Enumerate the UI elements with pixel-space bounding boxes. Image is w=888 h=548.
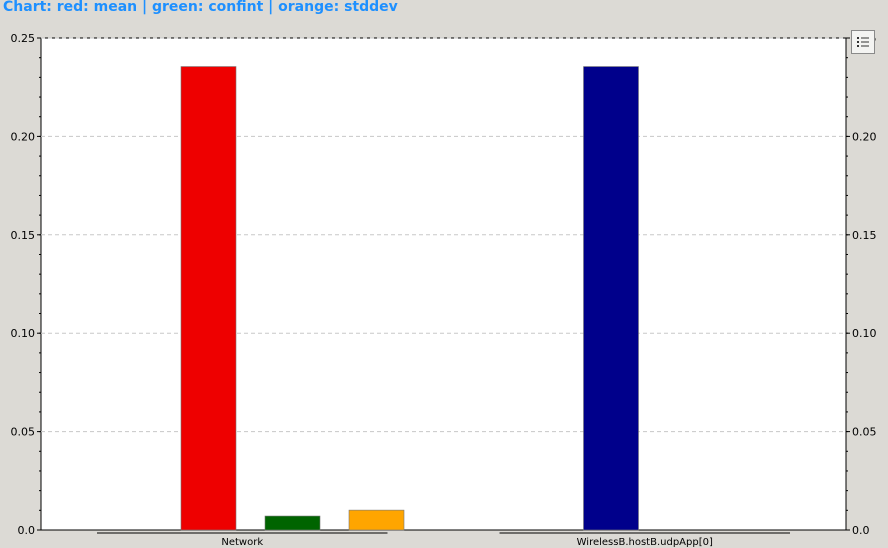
bar [583,66,639,531]
legend-toggle-button[interactable] [851,30,875,54]
plot-area [40,37,847,531]
category-label: Network [221,537,263,548]
y-tick-label-left: 0.20 [11,130,36,143]
bar [264,515,321,531]
y-tick-label-left: 0.15 [11,229,36,242]
y-tick-label-right: 0.0 [852,524,870,537]
y-tick-label-left: 0.25 [11,32,36,45]
category-axis: Network WirelessB.hostB.udpApp[0] [97,532,790,548]
y-tick-label-left: 0.0 [18,524,36,537]
y-tick-label-right: 0.20 [852,130,877,143]
chart-title: Chart: red: mean | green: confint | oran… [3,0,398,15]
y-tick-label-right: 0.10 [852,327,877,340]
list-icon [857,37,869,47]
bar [348,509,405,531]
bar [180,66,237,531]
bars [180,66,639,531]
category-label: WirelessB.hostB.udpApp[0] [577,537,713,548]
y-tick-label-right: 0.05 [852,426,877,439]
y-tick-label-left: 0.10 [11,327,36,340]
grid-lines [41,37,846,433]
y-tick-label-right: 0.15 [852,229,877,242]
y-tick-label-left: 0.05 [11,426,36,439]
